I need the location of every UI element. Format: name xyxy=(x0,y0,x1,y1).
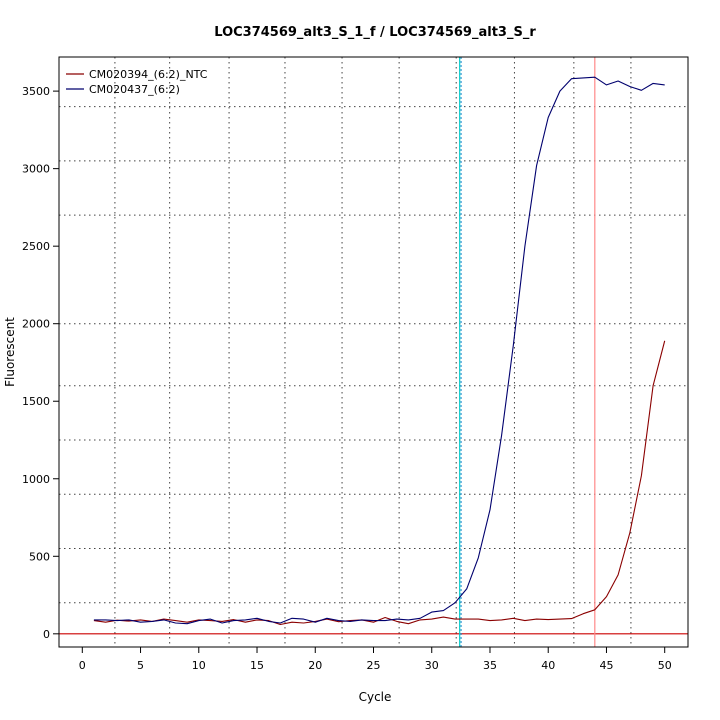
x-tick-label: 20 xyxy=(308,659,322,672)
x-tick-label: 10 xyxy=(192,659,206,672)
x-tick-label: 35 xyxy=(483,659,497,672)
y-tick-label: 0 xyxy=(43,628,50,641)
series-line-1 xyxy=(93,340,666,626)
series-lines xyxy=(93,76,666,626)
x-axis: 0 5 10 15 20 25 30 35 40 45 50 xyxy=(79,647,672,672)
plot-frame xyxy=(58,56,689,648)
legend-label-2: CM020437_(6:2) xyxy=(89,83,180,96)
x-tick-label: 5 xyxy=(137,659,144,672)
grid xyxy=(59,57,688,647)
series-line-2 xyxy=(93,76,665,625)
y-tick-label: 2500 xyxy=(22,240,50,253)
x-tick-label: 40 xyxy=(541,659,555,672)
y-axis-title: Fluorescent xyxy=(3,317,17,387)
x-axis-title: Cycle xyxy=(359,690,392,704)
x-tick-label: 25 xyxy=(367,659,381,672)
y-tick-label: 2000 xyxy=(22,318,50,331)
chart-title: LOC374569_alt3_S_1_f / LOC374569_alt3_S_… xyxy=(214,25,536,40)
y-tick-label: 3500 xyxy=(22,85,50,98)
reference-lines xyxy=(59,57,688,647)
legend: CM020394_(6:2)_NTC CM020437_(6:2) xyxy=(66,68,208,96)
x-tick-label: 15 xyxy=(250,659,264,672)
y-tick-label: 500 xyxy=(29,550,50,563)
y-tick-label: 1000 xyxy=(22,473,50,486)
y-axis: 0 500 1000 1500 2000 2500 3000 3500 xyxy=(22,85,59,641)
x-tick-label: 30 xyxy=(425,659,439,672)
x-tick-label: 50 xyxy=(658,659,672,672)
y-tick-label: 1500 xyxy=(22,395,50,408)
x-tick-label: 0 xyxy=(79,659,86,672)
legend-label-1: CM020394_(6:2)_NTC xyxy=(89,68,208,81)
x-tick-label: 45 xyxy=(599,659,613,672)
y-tick-label: 3000 xyxy=(22,163,50,176)
